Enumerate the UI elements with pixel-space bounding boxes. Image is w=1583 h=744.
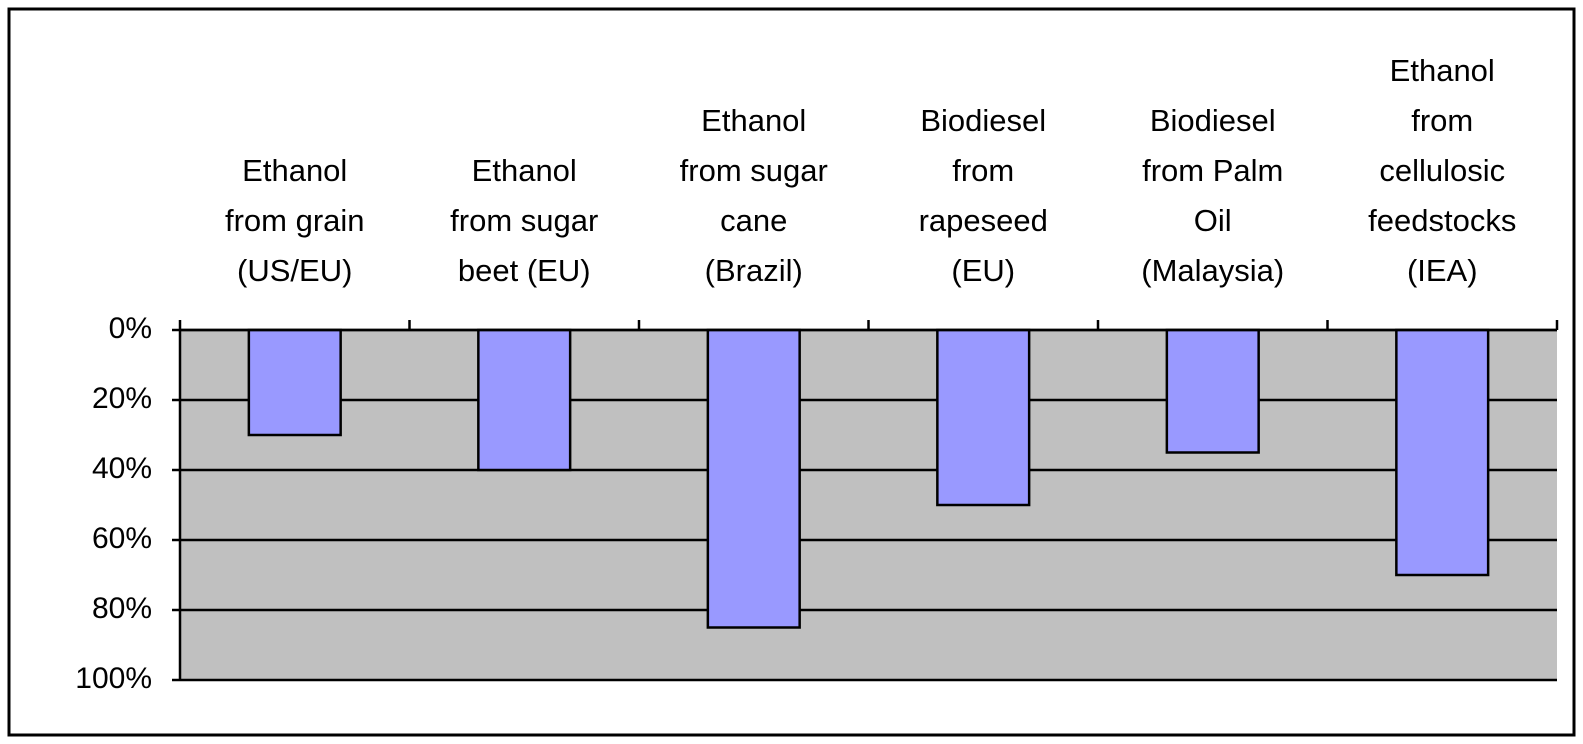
bar — [936, 328, 1031, 507]
bar — [247, 328, 342, 437]
plot-area — [180, 330, 1557, 680]
x-tick-label: Ethanol from cellulosic feedstocks (IEA) — [1368, 53, 1517, 288]
y-tick-label: 60% — [92, 522, 152, 555]
y-tick-label: 0% — [109, 312, 152, 345]
x-tick-label: Biodiesel from rapeseed (EU) — [918, 103, 1048, 288]
y-tick-label: 100% — [75, 662, 152, 695]
x-tick-label: Ethanol from sugar beet (EU) — [450, 153, 599, 288]
y-tick-label: 20% — [92, 382, 152, 415]
x-tick-label: Biodiesel from Palm Oil (Malaysia) — [1141, 103, 1285, 288]
y-tick-label: 40% — [92, 452, 152, 485]
bar — [477, 328, 572, 472]
bar — [1395, 328, 1490, 577]
y-tick-label: 80% — [92, 592, 152, 625]
bar — [706, 328, 801, 629]
bar — [1165, 328, 1260, 454]
x-tick-label: Ethanol from sugar cane (Brazil) — [679, 103, 828, 288]
x-tick-label: Ethanol from grain (US/EU) — [224, 153, 365, 288]
